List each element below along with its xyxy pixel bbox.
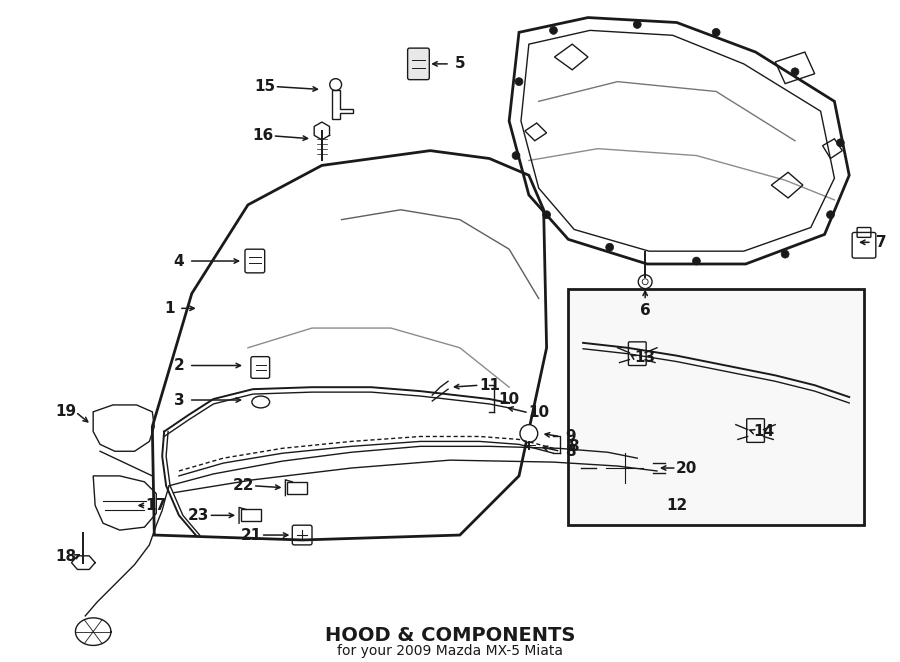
Text: 3: 3	[174, 393, 184, 408]
Text: 14: 14	[753, 424, 774, 439]
Text: 7: 7	[877, 235, 887, 250]
Text: 20: 20	[676, 461, 698, 475]
Text: 13: 13	[634, 350, 656, 365]
Text: 5: 5	[454, 56, 465, 71]
Circle shape	[836, 139, 844, 147]
Text: 10: 10	[499, 391, 519, 406]
Circle shape	[543, 211, 551, 218]
Text: 11: 11	[479, 378, 500, 393]
Circle shape	[550, 26, 557, 34]
Text: 17: 17	[146, 498, 166, 513]
Circle shape	[692, 257, 700, 265]
Text: 1: 1	[164, 301, 175, 316]
Text: 8: 8	[568, 439, 579, 454]
Circle shape	[712, 28, 720, 36]
Circle shape	[520, 424, 537, 442]
Circle shape	[606, 244, 614, 251]
Text: for your 2009 Mazda MX-5 Miata: for your 2009 Mazda MX-5 Miata	[337, 644, 563, 659]
Circle shape	[791, 68, 799, 75]
Text: 16: 16	[252, 128, 274, 144]
Text: 19: 19	[55, 404, 76, 419]
Circle shape	[512, 152, 520, 160]
Circle shape	[781, 250, 789, 258]
Text: 23: 23	[188, 508, 210, 523]
Text: 6: 6	[640, 303, 651, 318]
Circle shape	[826, 211, 834, 218]
Text: 9: 9	[565, 429, 576, 444]
Text: 12: 12	[666, 498, 688, 513]
Text: 4: 4	[174, 254, 184, 269]
Text: 18: 18	[55, 549, 76, 564]
Text: 8: 8	[565, 444, 576, 459]
Text: 15: 15	[254, 79, 275, 94]
Text: 2: 2	[174, 358, 184, 373]
Circle shape	[634, 21, 641, 28]
FancyBboxPatch shape	[408, 48, 429, 79]
Text: 21: 21	[240, 528, 262, 543]
Text: 22: 22	[232, 478, 254, 493]
Circle shape	[515, 77, 523, 85]
Text: 10: 10	[528, 405, 549, 420]
Bar	[568, 289, 864, 525]
Text: HOOD & COMPONENTS: HOOD & COMPONENTS	[325, 626, 575, 645]
